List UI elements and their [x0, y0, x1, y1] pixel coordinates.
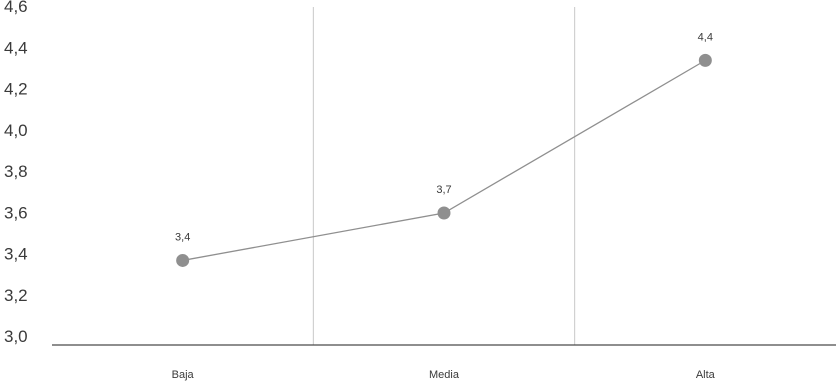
y-axis-tick-labels: 3,0 3,2 3,4 3,6 3,8 4,0 4,2 4,4 4,6	[4, 0, 28, 346]
y-tick-label: 4,2	[4, 80, 28, 99]
x-category-label: Alta	[696, 369, 716, 381]
x-category-label: Media	[429, 369, 460, 381]
y-tick-label: 3,6	[4, 203, 28, 222]
y-tick-label: 4,4	[4, 38, 28, 57]
x-category-label: Baja	[172, 369, 195, 381]
y-tick-label: 3,2	[4, 286, 28, 305]
series-group: 3,4 3,7 4,4	[175, 31, 713, 267]
x-axis-category-labels: Baja Media Alta	[172, 369, 716, 381]
y-tick-label: 4,6	[4, 0, 28, 16]
data-label: 3,7	[436, 184, 451, 196]
data-label: 3,4	[175, 231, 190, 243]
data-label: 4,4	[698, 31, 713, 43]
data-point	[698, 53, 712, 67]
grid-lines	[312, 7, 576, 345]
data-point	[176, 253, 190, 267]
y-tick-label: 3,4	[4, 245, 28, 264]
y-tick-label: 3,8	[4, 162, 28, 181]
data-point	[437, 206, 451, 220]
y-tick-label: 4,0	[4, 121, 28, 140]
series-line	[182, 59, 706, 262]
y-tick-label: 3,0	[4, 327, 28, 346]
